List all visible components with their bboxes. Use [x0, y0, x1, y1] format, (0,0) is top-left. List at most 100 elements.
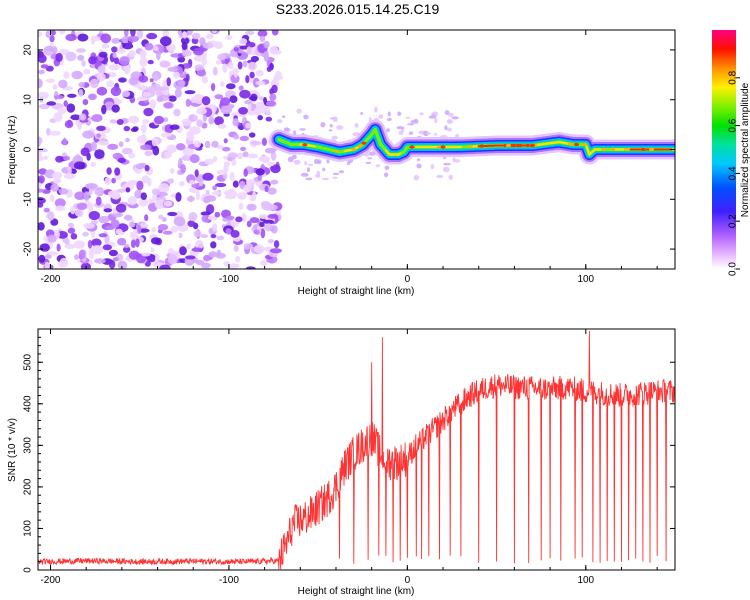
noise-blob: [436, 174, 444, 179]
noise-blob: [227, 61, 234, 70]
noise-blob: [243, 184, 251, 193]
noise-blob: [119, 56, 130, 66]
noise-blob: [65, 33, 77, 42]
snr-ytick-label: 200: [23, 478, 34, 495]
noise-blob: [217, 53, 227, 61]
noise-blob: [90, 161, 96, 167]
ridge-blip: [511, 143, 517, 148]
noise-blob: [87, 202, 94, 212]
noise-blob: [178, 232, 183, 239]
noise-blob: [247, 153, 258, 159]
noise-blob: [223, 261, 230, 267]
noise-blob: [195, 259, 205, 265]
noise-blob: [263, 219, 274, 224]
noise-blob: [170, 225, 179, 233]
noise-blob: [142, 119, 150, 124]
ridge-blip: [516, 143, 522, 148]
noise-blob: [140, 144, 152, 151]
noise-blob: [245, 30, 255, 36]
noise-blob: [77, 122, 82, 130]
noise-blob: [229, 95, 238, 103]
noise-blob: [116, 119, 124, 125]
noise-blob: [166, 77, 171, 87]
noise-blob: [186, 132, 195, 142]
noise-blob: [212, 185, 217, 191]
noise-blob: [430, 164, 435, 170]
noise-blob: [139, 49, 147, 60]
noise-blob: [91, 114, 103, 123]
noise-blob: [38, 168, 47, 175]
noise-blob: [125, 137, 130, 143]
heatmap-xtick-label: -100: [219, 274, 239, 285]
noise-blob: [136, 180, 144, 191]
colorbar: 0.0 0.2 0.4 0.6 0.8 Normalized spectral ampl…: [712, 30, 750, 276]
heatmap-ridge: [268, 119, 675, 165]
noise-blob: [261, 137, 267, 146]
noise-blob: [81, 60, 86, 67]
noise-blob: [315, 174, 321, 178]
snr-ytick-label: 0: [23, 567, 34, 573]
noise-blob: [148, 198, 155, 204]
noise-blob: [368, 151, 376, 156]
noise-blob: [63, 173, 76, 180]
noise-blob: [303, 114, 309, 120]
noise-blob: [195, 190, 200, 201]
noise-blob: [80, 262, 91, 269]
noise-blob: [266, 100, 277, 107]
noise-blob: [88, 93, 97, 101]
ridge-blip: [467, 145, 473, 149]
noise-blob: [167, 254, 178, 265]
noise-blob: [111, 37, 121, 44]
noise-blob: [152, 193, 158, 202]
snr-xtick-label: -200: [40, 575, 60, 586]
noise-blob: [88, 210, 101, 221]
noise-blob: [287, 156, 294, 163]
ridge-blip: [479, 144, 485, 148]
noise-blob: [202, 114, 207, 122]
noise-blob: [163, 200, 173, 207]
noise-blob: [78, 250, 86, 260]
noise-blob: [233, 47, 239, 52]
noise-blob: [246, 203, 257, 211]
ridge-blip: [334, 149, 340, 153]
noise-blob: [91, 141, 97, 152]
noise-blob: [237, 61, 243, 70]
noise-blob: [43, 51, 54, 55]
noise-blob: [260, 228, 266, 239]
noise-blob: [419, 112, 424, 116]
noise-blob: [300, 172, 309, 177]
noise-blob: [235, 216, 243, 223]
noise-blob: [152, 145, 160, 156]
noise-blob: [235, 255, 241, 263]
noise-blob: [374, 106, 378, 113]
noise-blob: [89, 78, 99, 89]
noise-blob: [238, 38, 248, 45]
noise-blob: [38, 254, 46, 263]
noise-blob: [70, 233, 78, 240]
noise-blob: [162, 30, 170, 38]
noise-blob: [47, 234, 57, 243]
noise-blob: [53, 178, 62, 184]
noise-blob: [77, 54, 85, 61]
noise-blob: [233, 69, 238, 78]
snr-series-line: [38, 331, 675, 570]
noise-blob: [425, 132, 432, 135]
noise-blob: [378, 114, 384, 119]
noise-blob: [108, 249, 118, 257]
noise-blob: [202, 172, 214, 181]
noise-blob: [44, 261, 50, 269]
ridge-blip: [351, 147, 357, 152]
noise-blob: [174, 88, 182, 98]
noise-blob: [167, 211, 178, 217]
noise-blob: [320, 122, 326, 128]
noise-blob: [386, 128, 390, 133]
noise-blob: [254, 107, 262, 114]
noise-blob: [186, 196, 196, 202]
ridge-blip: [610, 147, 616, 152]
heatmap-ytick-label: -20: [23, 241, 34, 256]
noise-blob: [49, 130, 61, 136]
noise-blob: [255, 168, 265, 176]
noise-blob: [201, 96, 211, 106]
noise-blob: [206, 195, 217, 202]
